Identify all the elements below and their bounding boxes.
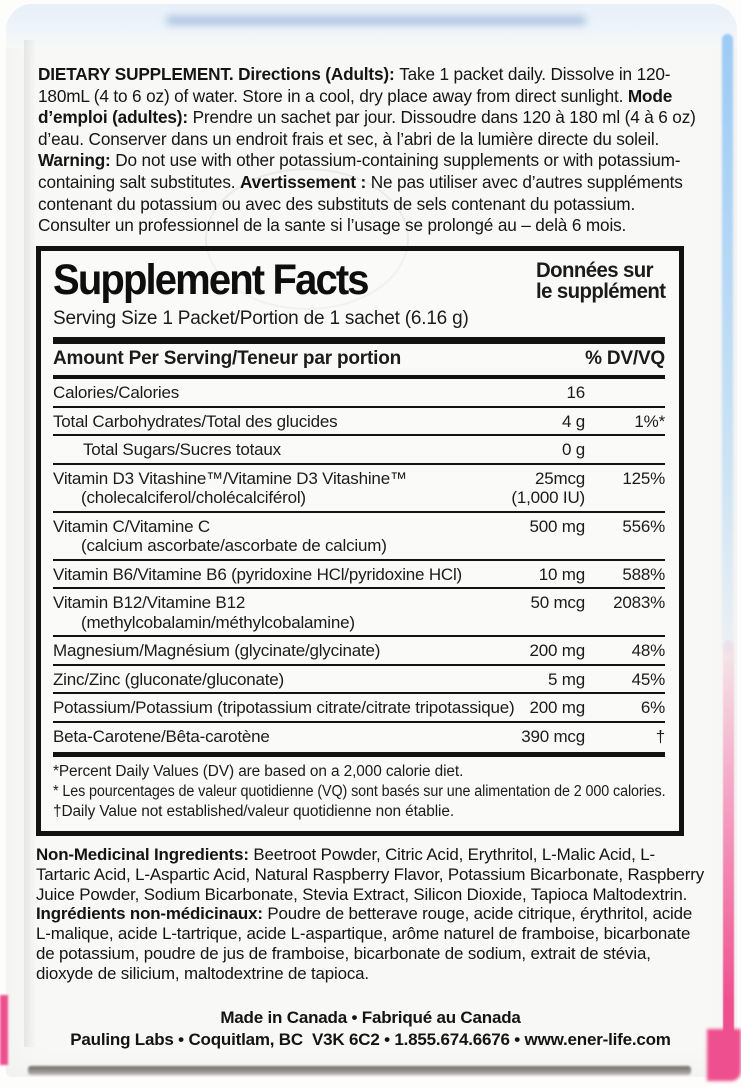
- ingredients-en-text: Beetroot Powder, Citric Acid, Erythritol…: [36, 845, 705, 904]
- facts-row-vitamin-c: Vitamin C/Vitamine C (calcium ascorbate/…: [53, 510, 665, 559]
- facts-title-fr-line2: le supplément: [535, 280, 666, 303]
- package-bottom-shadow: [28, 1066, 691, 1075]
- package-left-fold: [24, 40, 36, 1047]
- facts-row-zinc: Zinc/Zinc (gluconate/gluconate) 5 mg 45%: [53, 663, 665, 693]
- package-back-panel: [6, 4, 737, 1077]
- package-right-edge-pink: [723, 640, 734, 1070]
- dv-header: % DV/VQ: [585, 348, 665, 369]
- ingredients-text: Non-Medicinal Ingredients: Beetroot Powd…: [36, 845, 708, 984]
- made-in-line: Made in Canada • Fabriqué au Canada: [220, 1008, 521, 1027]
- footnote-dagger: †Daily Value not established/valeur quot…: [53, 803, 454, 820]
- facts-row-calories: Calories/Calories 16: [53, 383, 585, 402]
- thick-divider: [53, 337, 665, 344]
- facts-row-vitamin-d3: Vitamin D3 Vitashine™/Vitamine D3 Vitash…: [53, 462, 665, 511]
- warning-en-label: Warning:: [38, 150, 116, 171]
- warning-fr-text: Ne pas utiliser avec d’autres supplément…: [38, 171, 683, 236]
- facts-row-beta-carotene: Beta-Carotene/Bêta-carotène 390 mcg †: [53, 720, 665, 750]
- company-contact-line: Pauling Labs • Coquitlam, BC V3K 6C2 • 1…: [70, 1029, 671, 1049]
- footnote-dv-fr: * Les pourcentages de valeur quotidienne…: [53, 783, 666, 800]
- facts-row-sugars: Total Sugars/Sucres totaux 0 g: [53, 434, 665, 463]
- package-bottom-right-pink: [707, 1029, 741, 1081]
- serving-size-line: Serving Size 1 Packet/Portion de 1 sache…: [53, 308, 469, 329]
- facts-title-fr-line1: Données sur: [535, 259, 654, 282]
- directions-en-label: DIETARY SUPPLEMENT. Directions (Adults):: [38, 64, 400, 84]
- facts-row-vitamin-b6: Vitamin B6/Vitamine B6 (pyridoxine HCl/p…: [53, 558, 665, 588]
- facts-row-vitamin-b12: Vitamin B12/Vitamine B12 (methylcobalami…: [53, 587, 665, 635]
- facts-title-row: Supplement Facts Données sur le suppléme…: [53, 256, 666, 304]
- footnote-dv-en: *Percent Daily Values (DV) are based on …: [53, 763, 464, 780]
- top-edge-blurred-print: [166, 16, 586, 25]
- footer: Made in Canada • Fabriqué au Canada Paul…: [0, 1007, 741, 1050]
- plastic-loop-watermark: [205, 168, 409, 310]
- facts-column-header: Amount Per Serving/Teneur par portion % …: [53, 344, 665, 375]
- directions-fr-text: Prendre un sachet par jour. Dissoudre da…: [38, 107, 696, 149]
- package-bottom-left-pink: [0, 995, 8, 1065]
- warning-en-text: Do not use with other potassium-containi…: [38, 150, 681, 192]
- directions-warning-text: DIETARY SUPPLEMENT. Directions (Adults):…: [38, 64, 704, 237]
- thick-divider: [53, 375, 665, 379]
- ingredients-fr-text: Poudre de betterave rouge, acide citriqu…: [36, 904, 693, 983]
- supplement-facts-box: Supplement Facts Données sur le suppléme…: [36, 246, 684, 836]
- facts-row-potassium: Potassium/Potassium (tripotassium citrat…: [53, 692, 665, 721]
- facts-footnotes: *Percent Daily Values (DV) are based on …: [53, 757, 666, 822]
- directions-fr-label: Mode d’emploi (adultes):: [38, 85, 673, 128]
- ingredients-fr-label: Ingrédients non-médicinaux:: [36, 904, 268, 924]
- facts-row-magnesium: Magnesium/Magnésium (glycinate/glycinate…: [53, 635, 665, 664]
- package-top-edge: [6, 4, 737, 48]
- facts-title-fr: Données sur le supplément: [535, 257, 666, 303]
- facts-title-en: Supplement Facts: [53, 256, 370, 304]
- warning-fr-label: Avertissement :: [240, 171, 371, 192]
- facts-row-carbohydrates: Total Carbohydrates/Total des glucides 4…: [53, 405, 665, 435]
- thick-divider: [53, 752, 665, 757]
- ingredients-en-label: Non-Medicinal Ingredients:: [36, 845, 254, 864]
- directions-en-text: Take 1 packet daily. Dissolve in 120-180…: [38, 64, 671, 106]
- package-right-edge-blue: [722, 34, 733, 654]
- amount-per-serving-header: Amount Per Serving/Teneur par portion: [53, 348, 402, 369]
